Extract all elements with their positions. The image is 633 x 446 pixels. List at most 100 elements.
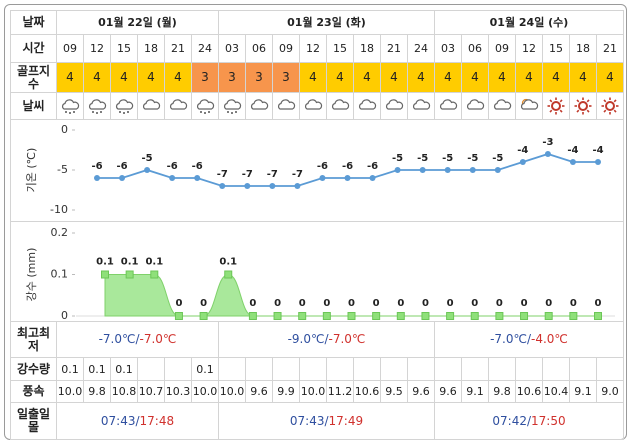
date-header: 01월 22일 (월) [57,10,219,35]
weather-icon [273,93,300,120]
chart-cell [10,120,624,222]
golf-index: 4 [381,63,408,93]
wind-speed: 9.6 [408,381,435,403]
weather-icon [165,93,192,120]
y-tick-label: 0 [61,309,68,322]
time: 24 [408,35,435,63]
rain-point [298,312,307,320]
row-label: 골프지수 [10,63,57,93]
weather-icon [138,93,165,120]
temp-point [119,175,126,181]
wind-speed: 11.2 [327,381,354,403]
time: 09 [273,35,300,63]
min-max: -7.0℃ / -7.0℃ [57,322,219,358]
temp-point [595,159,601,165]
wind-speed: 9.8 [84,381,111,403]
rain-amount [165,358,192,381]
data-label: 0 [397,298,404,309]
time: 03 [435,35,462,63]
data-label: 0.1 [219,257,237,268]
rain-point [322,312,331,320]
weather-icon [408,93,435,120]
rain-point [520,312,529,320]
golf-index: 3 [273,63,300,93]
rain-amount [516,358,543,381]
icon [88,99,107,114]
wind-speed: 10.6 [516,381,543,403]
golf-index: 4 [462,63,489,93]
temp-point [94,175,100,181]
rain-amount: 0.1 [111,358,138,381]
time: 09 [57,35,84,63]
time: 03 [219,35,246,63]
rain-point [372,312,381,320]
temp-point [394,167,401,173]
weather-icon [516,93,543,120]
sunrise: 07:43 [100,413,136,428]
data-label: 0 [521,298,528,309]
rain-point [273,312,282,320]
temp-point [494,167,501,173]
data-label: 0 [595,298,602,309]
rain-amount [246,358,273,381]
weather-icon [489,93,516,120]
row-label: 풍속 [10,381,57,403]
wind-speed: 9.1 [570,381,597,403]
temp-point [144,167,151,173]
weather-icon [300,93,327,120]
time: 12 [84,35,111,63]
temp-point [244,183,251,189]
golf-index: 3 [192,63,219,93]
time: 18 [354,35,381,63]
rain-amount [354,358,381,381]
rain-amount [597,358,624,381]
rain-amount [435,358,462,381]
separator: / [526,413,532,428]
temp-point [569,159,576,165]
icon [601,97,619,115]
sunset: 17:50 [531,413,566,428]
rain-point [544,312,553,320]
sunset: 17:48 [139,413,175,428]
data-label: -4 [517,145,528,156]
icon [250,99,269,110]
separator: / [135,332,140,346]
data-label: 0 [249,298,256,309]
date-header: 01월 23일 (화) [219,10,435,35]
rain-point [199,312,208,320]
rain-amount [219,358,246,381]
rain-amount [543,358,570,381]
weather-icon [435,93,462,120]
rain-point [224,270,233,279]
weather-icon [462,93,489,120]
data-label: -7 [217,169,228,180]
time: 06 [246,35,273,63]
wind-speed: 9.5 [381,381,408,403]
rain-amount [489,358,516,381]
row-label: 최고최저 [10,322,57,358]
row-label: 날짜 [10,10,57,35]
wind-speed: 10.4 [543,381,570,403]
golf-index: 3 [219,63,246,93]
rain-point [248,312,257,320]
temp-point [269,183,276,189]
wind-speed: 9.6 [246,381,273,403]
icon [520,98,539,110]
data-label: -6 [342,161,353,172]
golf-index: 4 [570,63,597,93]
temp-point [444,167,451,173]
wind-speed: 9.1 [462,381,489,403]
temp-point [519,159,526,165]
data-label: 0 [471,298,478,309]
y-tick-label: 0.2 [51,226,69,239]
data-label: -6 [91,161,102,172]
rain-amount: 0.1 [192,358,219,381]
weather-icon [570,93,597,120]
weather-icon [543,93,570,120]
rain-point [125,270,134,279]
date-header: 01월 24일 (수) [435,10,624,35]
rain-point [594,312,602,320]
rain-amount [570,358,597,381]
